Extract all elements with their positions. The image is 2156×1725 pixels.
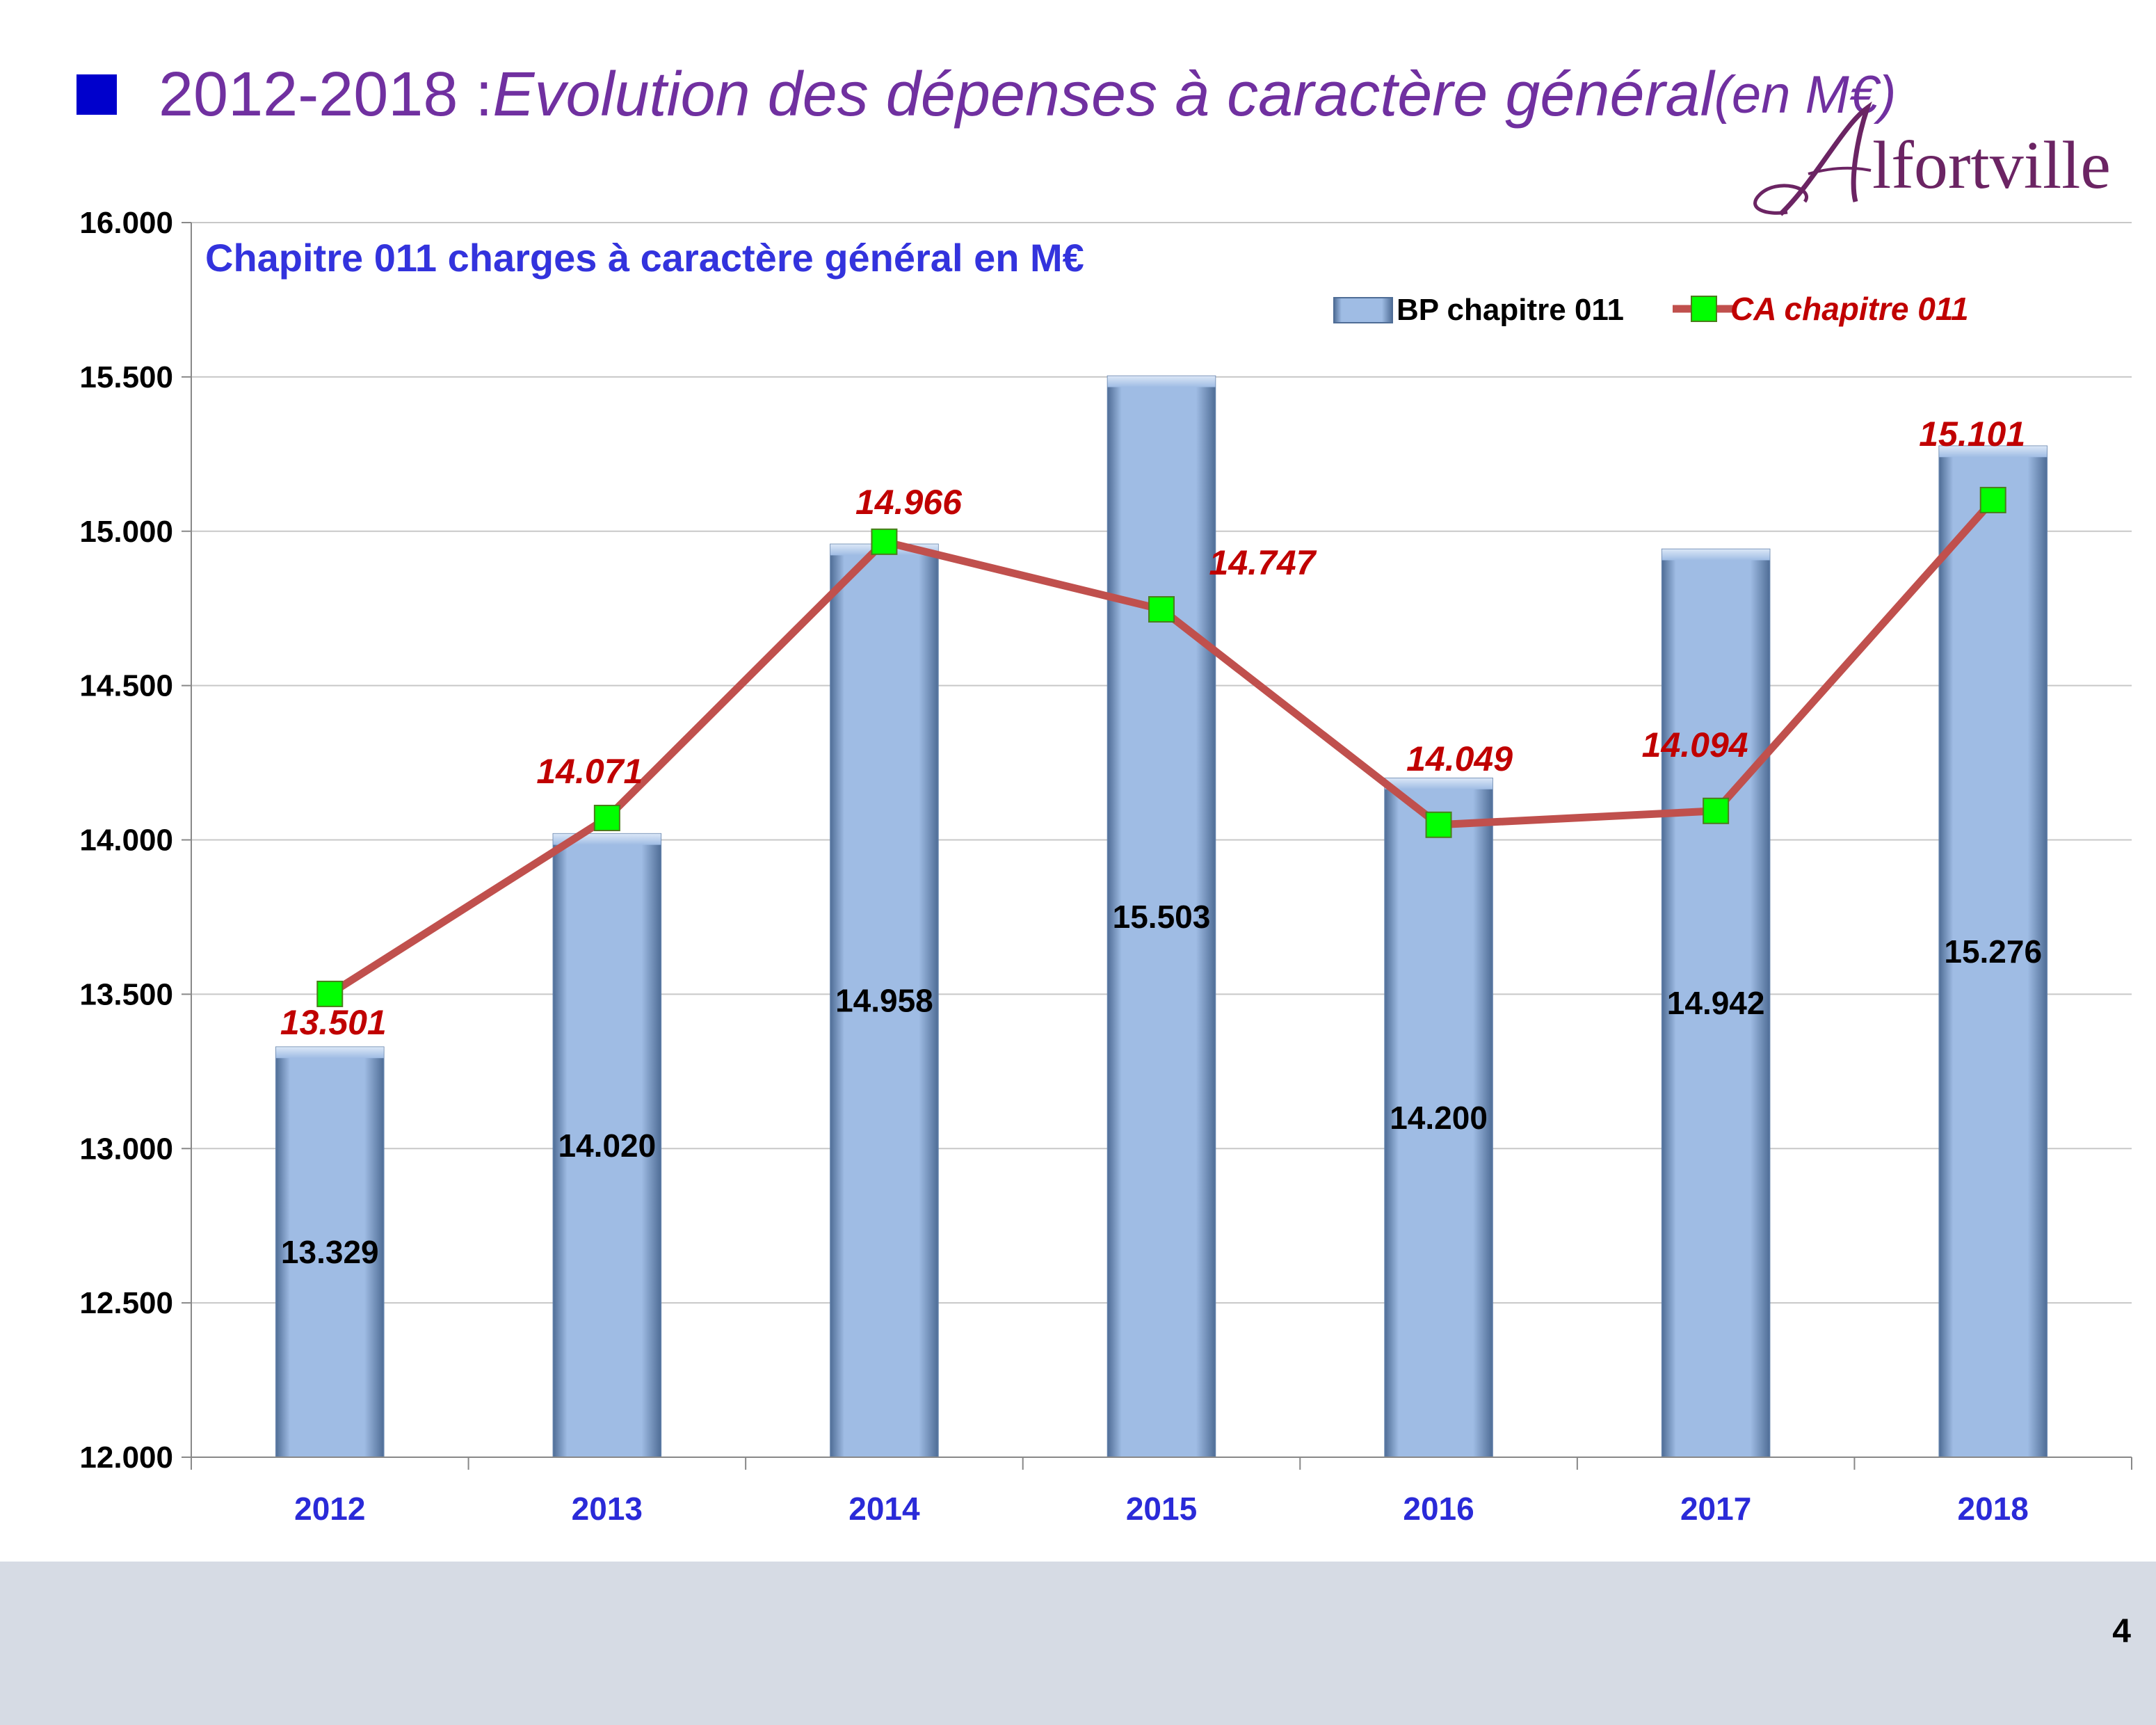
ca-marker [1703,797,1730,824]
bp-bar [830,543,939,1458]
x-tick-label: 2014 [848,1491,920,1527]
x-tick-label: 2012 [294,1491,365,1527]
page-number: 4 [2112,1613,2131,1650]
alfortville-logo: lfortville [1753,101,2111,216]
y-tick-label: 13.500 [79,977,173,1011]
y-tick-label: 16.000 [79,206,173,240]
bp-bar-top [1662,549,1770,561]
y-tick-label: 15.500 [79,360,173,394]
ca-marker [593,804,620,831]
ca-line-series [316,486,2006,1007]
x-tick-label: 2017 [1680,1491,1751,1527]
ca-marker [1148,596,1175,623]
bp-value-label: 14.958 [835,983,933,1019]
bp-bars [275,375,2048,1458]
ca-value-label: 14.071 [536,752,643,791]
y-tick-label: 12.000 [79,1441,173,1475]
data-labels: 13.329 14.020 14.958 15.503 14.200 14.942 15.2… [280,415,2042,1270]
ca-marker [1979,486,2006,513]
bp-value-label: 14.020 [558,1128,657,1164]
footer-band [0,1562,2156,1725]
legend-marker-swatch [1691,296,1717,322]
title-main: Evolution des dépenses à caractère génér… [492,59,1714,129]
y-tick-label: 12.500 [79,1286,173,1320]
title-prefix: 2012-2018 : [159,59,493,129]
bp-bar-top [1939,446,2048,458]
ca-value-label: 14.094 [1642,725,1748,764]
bp-value-label: 14.200 [1390,1100,1488,1136]
axes: 12.000 12.500 13.000 13.500 14.000 14.500 15.0… [79,206,2132,1527]
title-bullet-square [77,74,117,115]
y-tick-label: 13.000 [79,1132,173,1166]
legend-label-bp: BP chapitre 011 [1397,293,1624,327]
chart: 12.000 12.500 13.000 13.500 14.000 14.500 15.0… [79,206,2132,1527]
x-tick-label: 2016 [1403,1491,1474,1527]
bp-bar [1938,445,2048,1458]
y-tick-label: 14.500 [79,669,173,703]
ca-value-label: 13.501 [280,1003,387,1042]
legend-bar-swatch [1333,297,1393,323]
ca-value-label: 14.747 [1209,543,1317,582]
bp-bar-top [1107,376,1216,387]
ca-marker [316,980,344,1007]
bp-value-label: 14.942 [1667,985,1765,1021]
bp-value-label: 15.276 [1944,933,2042,970]
bp-bar [1107,375,1216,1458]
ca-value-label: 14.049 [1406,739,1513,778]
bp-bar [1384,778,1493,1458]
bp-bar-top [1385,778,1493,789]
ca-marker [871,528,898,555]
bp-bar-top [275,1047,384,1059]
chart-title: Chapitre 011 charges à caractère général… [205,236,1084,280]
slide-title: 2012-2018 : Evolution des dépenses à car… [77,53,1896,136]
bp-bar [275,1046,385,1458]
x-tick-label: 2013 [572,1491,643,1527]
y-tick-label: 15.000 [79,515,173,549]
legend: BP chapitre 011 CA chapitre 011 [1333,291,1969,327]
y-tick-label: 14.000 [79,824,173,858]
x-tick-label: 2015 [1126,1491,1197,1527]
legend-label-ca: CA chapitre 011 [1730,291,1969,327]
ca-value-label: 15.101 [1919,415,2025,454]
bp-bar [552,833,662,1458]
bp-value-label: 13.329 [281,1234,379,1270]
ca-value-label: 14.966 [855,483,963,522]
bp-value-label: 15.503 [1113,899,1211,935]
x-tick-label: 2018 [1958,1491,2029,1527]
ca-marker [1425,811,1452,838]
logo-text: lfortville [1872,128,2111,203]
